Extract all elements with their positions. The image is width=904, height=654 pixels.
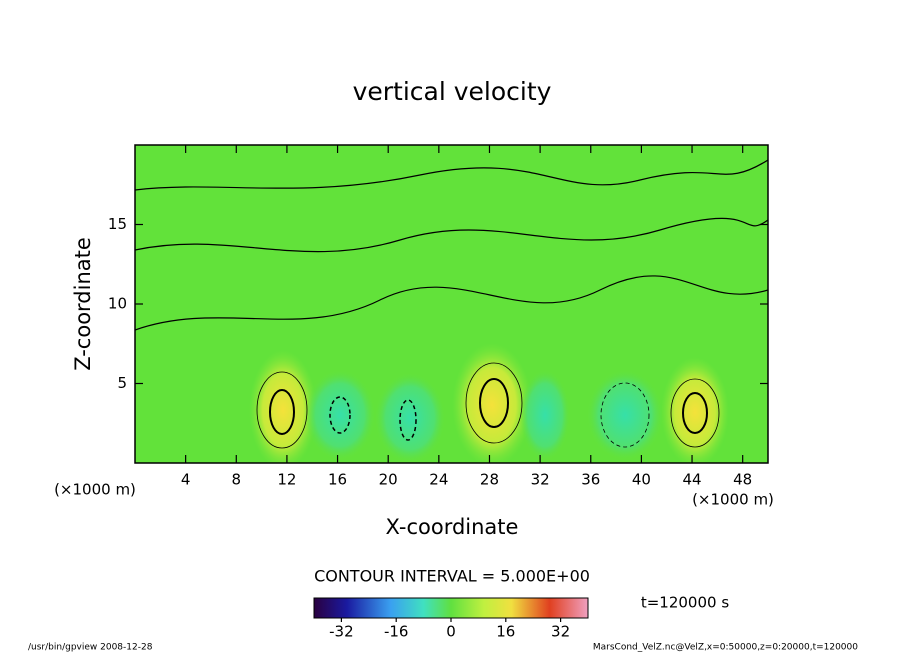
y-tick-label: 5: [117, 374, 127, 392]
x-unit-right: (×1000 m): [692, 491, 774, 509]
y-axis-label: Z-coordinate: [71, 237, 95, 371]
x-tick-label: 12: [277, 471, 296, 489]
x-tick-label: 44: [682, 471, 701, 489]
x-tick-label: 8: [232, 471, 242, 489]
colorbar-tick-label: 16: [496, 623, 515, 641]
field: [135, 145, 768, 463]
footer-right: MarsCond_VelZ.nc@VelZ,x=0:50000,z=0:2000…: [593, 643, 858, 653]
x-tick-label: 4: [181, 471, 191, 489]
footer-left: /usr/bin/gpview 2008-12-28: [28, 643, 153, 653]
colorbar-tick-label: 32: [551, 623, 570, 641]
x-tick-label: 40: [632, 471, 651, 489]
x-tick-label: 48: [733, 471, 752, 489]
colorbar-tick-label: -32: [329, 623, 354, 641]
x-tick-label: 36: [581, 471, 600, 489]
x-tick-label: 20: [379, 471, 398, 489]
y-tick-label: 10: [108, 295, 127, 313]
colorbar: [313, 597, 589, 619]
x-tick-label: 16: [328, 471, 347, 489]
x-tick-label: 32: [531, 471, 550, 489]
contour-interval: CONTOUR INTERVAL = 5.000E+00: [314, 567, 590, 586]
x-tick-label: 28: [480, 471, 499, 489]
colorbar-tick-label: 0: [446, 623, 456, 641]
time-label: t=120000 s: [641, 594, 729, 612]
x-axis-label: X-coordinate: [386, 515, 519, 539]
x-unit-left: (×1000 m): [54, 481, 136, 499]
chart-title: vertical velocity: [353, 77, 552, 106]
colorbar-tick-label: -16: [384, 623, 409, 641]
y-tick-label: 15: [108, 215, 127, 233]
x-tick-label: 24: [429, 471, 448, 489]
